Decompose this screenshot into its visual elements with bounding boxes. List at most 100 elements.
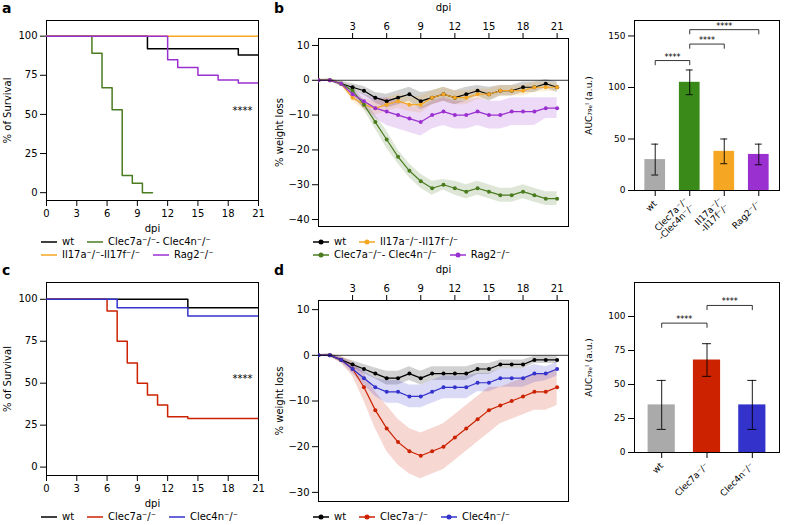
html-text:Il17a⁻/⁻-Il17f⁻/⁻: Il17a⁻/⁻-Il17f⁻/⁻ [380, 236, 459, 247]
html-text:Clec7a⁻/⁻- Clec4n⁻/⁻: Clec7a⁻/⁻- Clec4n⁻/⁻ [108, 236, 211, 247]
svg-text:6: 6 [104, 483, 110, 494]
svg-text:Clec4n⁻/⁻: Clec4n⁻/⁻ [718, 461, 756, 499]
svg-text:0: 0 [43, 483, 49, 494]
svg-text:21: 21 [551, 21, 564, 32]
svg-text:25: 25 [614, 413, 625, 423]
svg-text:% weight loss: % weight loss [274, 98, 285, 167]
svg-text:dpi: dpi [436, 2, 451, 13]
svg-text:12: 12 [161, 208, 174, 219]
svg-text:3: 3 [349, 21, 355, 32]
html-text:wt: wt [62, 236, 75, 247]
svg-text:15: 15 [192, 208, 205, 219]
svg-text:Il17a⁻/⁻-Il17f⁻/⁻: Il17a⁻/⁻-Il17f⁻/⁻ [692, 195, 731, 234]
svg-text:0: 0 [31, 461, 37, 472]
svg-text:50: 50 [614, 134, 626, 144]
svg-text:100: 100 [608, 82, 625, 92]
svg-text:0: 0 [303, 74, 309, 85]
svg-text:0: 0 [620, 185, 626, 195]
svg-text:****: **** [699, 36, 715, 45]
svg-text:****: **** [233, 105, 253, 116]
html-text:Clec4n⁻/⁻: Clec4n⁻/⁻ [189, 511, 238, 522]
svg-text:% of Survival: % of Survival [2, 346, 13, 412]
html-text:b: b [274, 0, 284, 16]
html-text:a: a [2, 0, 12, 16]
svg-text:0: 0 [303, 350, 309, 361]
svg-text:10: 10 [297, 304, 310, 315]
svg-text:****: **** [664, 53, 680, 62]
html-text:Clec7a⁻/⁻: Clec7a⁻/⁻ [108, 511, 156, 522]
svg-text:6: 6 [383, 283, 389, 294]
svg-text:0: 0 [43, 208, 49, 219]
svg-text:−10: −10 [288, 395, 309, 406]
svg-text:100: 100 [18, 293, 37, 304]
svg-text:18: 18 [222, 208, 235, 219]
svg-text:9: 9 [418, 21, 424, 32]
html-text:Clec7a⁻/⁻: Clec7a⁻/⁻ [380, 511, 428, 522]
svg-text:21: 21 [252, 483, 265, 494]
svg-text:0: 0 [31, 187, 37, 198]
svg-text:50: 50 [25, 109, 38, 120]
html-text:Clec4n⁻/⁻: Clec4n⁻/⁻ [461, 511, 510, 522]
svg-text:25: 25 [25, 148, 38, 159]
svg-text:75: 75 [25, 69, 38, 80]
svg-text:−10: −10 [288, 109, 309, 120]
svg-text:****: **** [722, 297, 738, 306]
svg-text:10: 10 [297, 40, 310, 51]
svg-text:75: 75 [25, 335, 38, 346]
svg-text:−20: −20 [288, 441, 309, 452]
svg-text:75: 75 [614, 345, 625, 355]
svg-text:dpi: dpi [145, 223, 160, 234]
svg-text:dpi: dpi [436, 264, 451, 275]
svg-text:12: 12 [448, 283, 461, 294]
html-text:wt: wt [62, 511, 75, 522]
svg-text:−20: −20 [288, 144, 309, 155]
svg-text:wt: wt [650, 460, 665, 475]
svg-text:50: 50 [614, 379, 626, 389]
svg-text:3: 3 [74, 208, 80, 219]
svg-text:9: 9 [418, 283, 424, 294]
html-text:Il17a⁻/⁻-Il17f⁻/⁻: Il17a⁻/⁻-Il17f⁻/⁻ [62, 249, 140, 260]
svg-text:% of Survival: % of Survival [2, 78, 13, 144]
svg-text:−30: −30 [288, 179, 309, 190]
html-text:wt: wt [334, 511, 347, 522]
svg-text:12: 12 [161, 483, 174, 494]
svg-text:15: 15 [483, 21, 496, 32]
svg-text:18: 18 [517, 21, 530, 32]
svg-text:Clec7a⁻/⁻: Clec7a⁻/⁻ [673, 461, 711, 499]
svg-text:18: 18 [517, 283, 530, 294]
svg-text:150: 150 [608, 31, 625, 41]
svg-text:100: 100 [608, 311, 625, 321]
svg-text:50: 50 [25, 377, 38, 388]
svg-text:3: 3 [74, 483, 80, 494]
svg-text:100: 100 [18, 30, 37, 41]
html-text:Rag2⁻/⁻: Rag2⁻/⁻ [174, 249, 214, 260]
svg-text:Rag2⁻/⁻: Rag2⁻/⁻ [730, 199, 762, 231]
svg-text:% weight loss: % weight loss [274, 367, 285, 436]
svg-text:25: 25 [25, 419, 38, 430]
svg-text:15: 15 [483, 283, 496, 294]
svg-text:21: 21 [252, 208, 265, 219]
html-text:Clec7a⁻/⁻- Clec4n⁻/⁻: Clec7a⁻/⁻- Clec4n⁻/⁻ [334, 249, 437, 260]
svg-text:9: 9 [134, 483, 140, 494]
svg-text:−40: −40 [288, 214, 309, 225]
html-text:wt: wt [334, 236, 347, 247]
svg-text:15: 15 [192, 483, 205, 494]
svg-text:wt: wt [644, 198, 659, 213]
svg-text:6: 6 [383, 21, 389, 32]
svg-text:12: 12 [448, 21, 461, 32]
svg-text:9: 9 [134, 208, 140, 219]
svg-text:18: 18 [222, 483, 235, 494]
svg-text:3: 3 [349, 283, 355, 294]
svg-text:21: 21 [551, 283, 564, 294]
svg-text:****: **** [233, 373, 253, 384]
svg-text:****: **** [716, 22, 732, 31]
svg-text:−30: −30 [288, 487, 309, 498]
svg-text:6: 6 [104, 208, 110, 219]
svg-text:dpi: dpi [145, 498, 160, 509]
html-text:Rag2⁻/⁻: Rag2⁻/⁻ [470, 249, 511, 260]
svg-text:****: **** [676, 315, 692, 324]
svg-text:AUC₇₉ₑᴵ (a.u.): AUC₇₉ₑᴵ (a.u.) [584, 338, 594, 397]
svg-text:0: 0 [620, 447, 626, 457]
svg-text:AUC₇₉ₑᴵ (a.u.): AUC₇₉ₑᴵ (a.u.) [584, 76, 594, 135]
svg-text:Clec7a⁻/⁻-Clec4n⁻/⁻: Clec7a⁻/⁻-Clec4n⁻/⁻ [650, 195, 696, 241]
